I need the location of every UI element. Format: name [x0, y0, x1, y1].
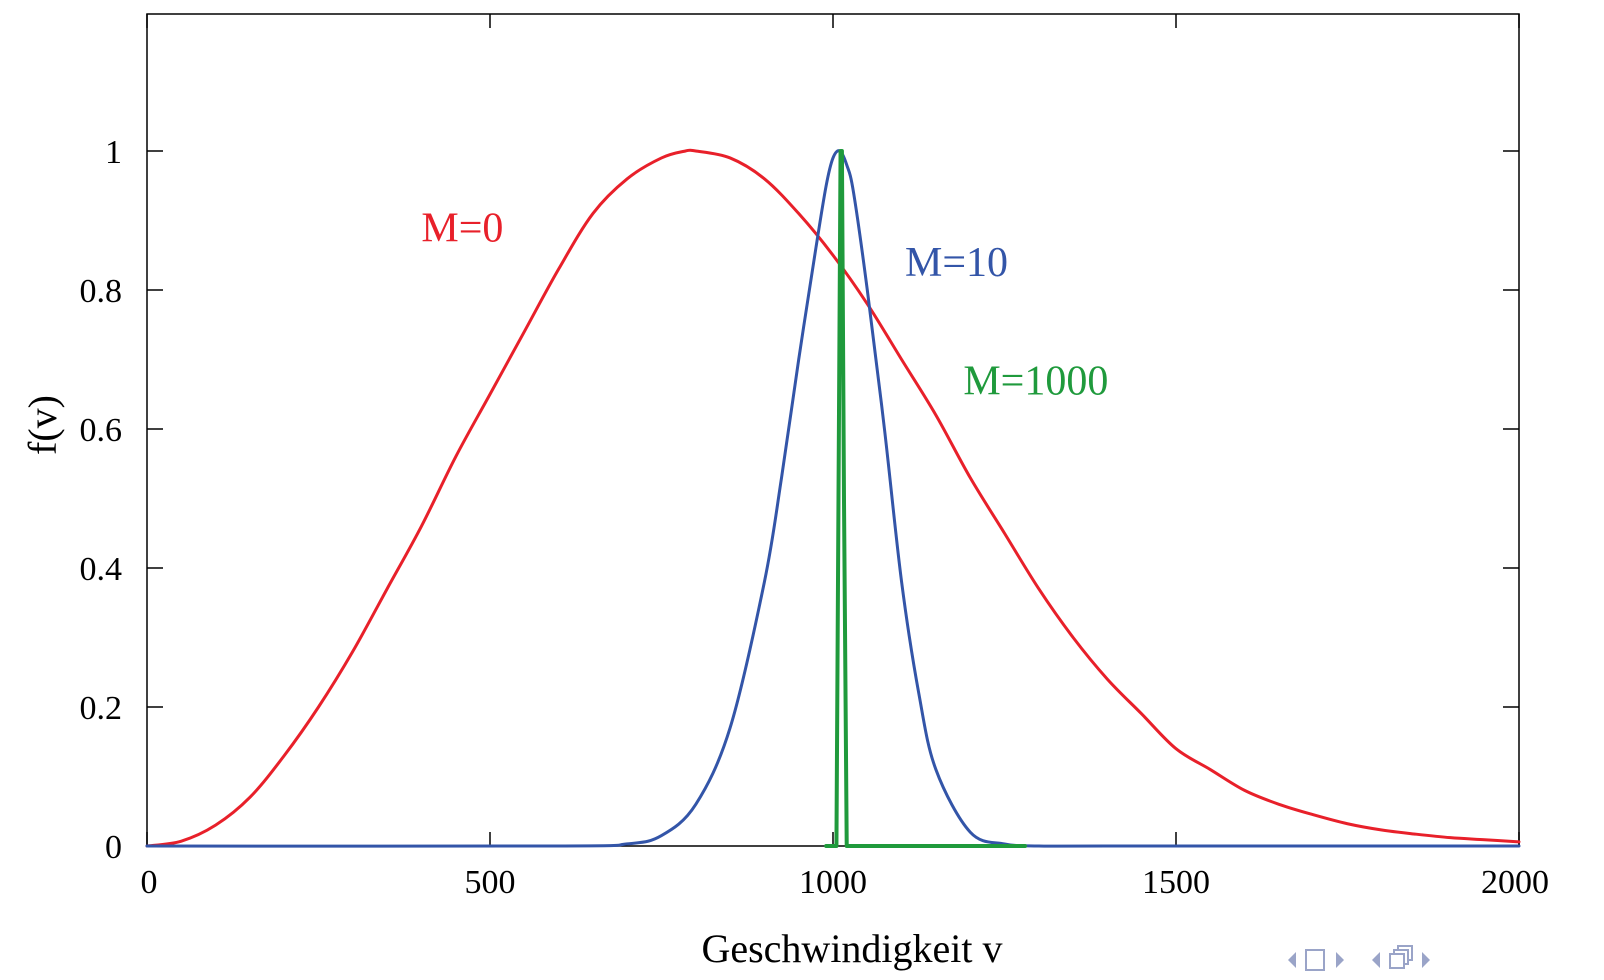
- stack-icon[interactable]: [1389, 945, 1413, 969]
- y-tick-label: 1: [105, 134, 122, 171]
- y-tick-label: 0: [105, 829, 122, 866]
- series-label: M=1000: [963, 358, 1108, 404]
- nav-right-arrow-icon[interactable]: [1336, 952, 1344, 968]
- x-axis-title: Geschwindigkeit v: [701, 926, 1002, 971]
- y-axis-title: f(v): [20, 395, 65, 455]
- y-tick-label: 0.6: [80, 412, 123, 449]
- plot-border: [146, 13, 1520, 847]
- series-line-m-1000: [824, 149, 1028, 848]
- series-line-m-0: [145, 148, 1521, 848]
- x-tick-label: 2000: [1481, 864, 1549, 901]
- plot-frame: [146, 13, 1520, 847]
- y-tick-label: 0.2: [80, 690, 123, 727]
- x-tick-label: 1500: [1142, 864, 1210, 901]
- y-tick-label: 0.4: [80, 551, 123, 588]
- nav-right-arrow-icon[interactable]: [1422, 952, 1430, 968]
- x-tick-label: 1000: [799, 864, 867, 901]
- frame-icon[interactable]: [1305, 949, 1325, 971]
- ticks: 0 500 1000 1500 2000 0 0.2 0.4 0.6 0.8 1: [80, 14, 1549, 901]
- nav-left-arrow-icon[interactable]: [1288, 952, 1296, 968]
- nav-left-arrow-icon[interactable]: [1372, 952, 1380, 968]
- series-label: M=10: [905, 240, 1008, 286]
- series-annotations: M=0 M=10 M=1000: [421, 205, 1108, 404]
- navigation-controls[interactable]: [1288, 945, 1430, 971]
- series-lines: [145, 148, 1521, 848]
- series-label: M=0: [421, 205, 503, 251]
- y-tick-label: 0.8: [80, 273, 123, 310]
- x-tick-label: 500: [465, 864, 516, 901]
- x-tick-label: 0: [141, 864, 158, 901]
